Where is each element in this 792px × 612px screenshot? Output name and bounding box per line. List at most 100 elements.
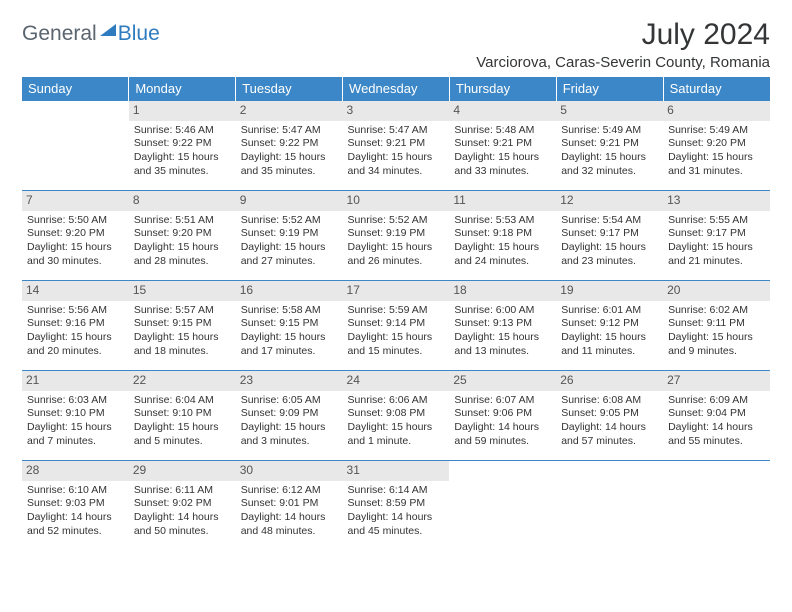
calendar-cell: 7 Sunrise: 5:50 AMSunset: 9:20 PMDaylight… <box>22 191 129 281</box>
logo-text-blue: Blue <box>118 22 160 46</box>
sunrise-text: Sunrise: 6:09 AM <box>668 394 765 408</box>
calendar-cell: 2Sunrise: 5:47 AMSunset: 9:22 PMDaylight… <box>236 101 343 191</box>
day-number: 8 <box>129 191 236 211</box>
day-number: 5 <box>556 101 663 121</box>
weekday-header: Sunday <box>22 77 129 101</box>
day-number: 14 <box>22 281 129 301</box>
calendar-cell: 16Sunrise: 5:58 AMSunset: 9:15 PMDayligh… <box>236 281 343 371</box>
sunset-text: Sunset: 9:20 PM <box>134 227 231 241</box>
day-number: 28 <box>22 461 129 481</box>
calendar-week-row: 7Sunrise: 5:50 AMSunset: 9:20 PMDaylight… <box>22 191 770 281</box>
calendar-cell: 17Sunrise: 5:59 AMSunset: 9:14 PMDayligh… <box>343 281 450 371</box>
sunrise-text: Sunrise: 5:53 AM <box>454 214 551 228</box>
day-number: 12 <box>556 191 663 211</box>
daylight-text: Daylight: 15 hours and 32 minutes. <box>561 151 658 178</box>
sunset-text: Sunset: 9:20 PM <box>27 227 124 241</box>
title-block: July 2024 Varciorova, Caras-Severin Coun… <box>476 18 770 71</box>
sunset-text: Sunset: 9:21 PM <box>561 137 658 151</box>
daylight-text: Daylight: 15 hours and 30 minutes. <box>27 241 124 268</box>
day-number: 20 <box>663 281 770 301</box>
sunrise-text: Sunrise: 6:04 AM <box>134 394 231 408</box>
day-number: 6 <box>663 101 770 121</box>
sunset-text: Sunset: 9:15 PM <box>134 317 231 331</box>
sunset-text: Sunset: 9:10 PM <box>27 407 124 421</box>
day-number: 9 <box>236 191 343 211</box>
daylight-text: Daylight: 15 hours and 7 minutes. <box>27 421 124 448</box>
sunrise-text: Sunrise: 5:51 AM <box>134 214 231 228</box>
day-number: 26 <box>556 371 663 391</box>
day-number: 13 <box>663 191 770 211</box>
sunrise-text: Sunrise: 6:07 AM <box>454 394 551 408</box>
daylight-text: Daylight: 15 hours and 20 minutes. <box>27 331 124 358</box>
daylight-text: Daylight: 14 hours and 45 minutes. <box>348 511 445 538</box>
day-number: 11 <box>449 191 556 211</box>
calendar-header-row: SundayMondayTuesdayWednesdayThursdayFrid… <box>22 77 770 101</box>
weekday-header: Thursday <box>449 77 556 101</box>
day-number: 27 <box>663 371 770 391</box>
daylight-text: Daylight: 15 hours and 17 minutes. <box>241 331 338 358</box>
sunset-text: Sunset: 9:13 PM <box>454 317 551 331</box>
day-number: 3 <box>343 101 450 121</box>
daylight-text: Daylight: 15 hours and 21 minutes. <box>668 241 765 268</box>
day-number: 4 <box>449 101 556 121</box>
calendar-week-row: 21Sunrise: 6:03 AMSunset: 9:10 PMDayligh… <box>22 371 770 461</box>
daylight-text: Daylight: 15 hours and 26 minutes. <box>348 241 445 268</box>
calendar-cell: 28Sunrise: 6:10 AMSunset: 9:03 PMDayligh… <box>22 461 129 551</box>
month-title: July 2024 <box>476 18 770 52</box>
sunset-text: Sunset: 9:15 PM <box>241 317 338 331</box>
calendar-cell-empty <box>22 101 129 191</box>
calendar-table: SundayMondayTuesdayWednesdayThursdayFrid… <box>22 77 770 551</box>
calendar-cell: 30Sunrise: 6:12 AMSunset: 9:01 PMDayligh… <box>236 461 343 551</box>
sunset-text: Sunset: 9:19 PM <box>348 227 445 241</box>
sunrise-text: Sunrise: 5:52 AM <box>348 214 445 228</box>
sunset-text: Sunset: 9:19 PM <box>241 227 338 241</box>
daylight-text: Daylight: 15 hours and 27 minutes. <box>241 241 338 268</box>
day-number: 24 <box>343 371 450 391</box>
daylight-text: Daylight: 15 hours and 18 minutes. <box>134 331 231 358</box>
calendar-cell: 4Sunrise: 5:48 AMSunset: 9:21 PMDaylight… <box>449 101 556 191</box>
sunset-text: Sunset: 9:03 PM <box>27 497 124 511</box>
daylight-text: Daylight: 15 hours and 33 minutes. <box>454 151 551 178</box>
calendar-cell: 22Sunrise: 6:04 AMSunset: 9:10 PMDayligh… <box>129 371 236 461</box>
calendar-week-row: 28Sunrise: 6:10 AMSunset: 9:03 PMDayligh… <box>22 461 770 551</box>
day-number: 16 <box>236 281 343 301</box>
daylight-text: Daylight: 14 hours and 57 minutes. <box>561 421 658 448</box>
daylight-text: Daylight: 15 hours and 31 minutes. <box>668 151 765 178</box>
weekday-header: Monday <box>129 77 236 101</box>
daylight-text: Daylight: 15 hours and 15 minutes. <box>348 331 445 358</box>
sunset-text: Sunset: 9:16 PM <box>27 317 124 331</box>
sunrise-text: Sunrise: 5:49 AM <box>668 124 765 138</box>
day-number: 10 <box>343 191 450 211</box>
weekday-header: Saturday <box>663 77 770 101</box>
daylight-text: Daylight: 14 hours and 48 minutes. <box>241 511 338 538</box>
day-number: 1 <box>129 101 236 121</box>
day-number: 7 <box>22 191 129 211</box>
sunrise-text: Sunrise: 6:11 AM <box>134 484 231 498</box>
calendar-cell-empty <box>556 461 663 551</box>
daylight-text: Daylight: 14 hours and 52 minutes. <box>27 511 124 538</box>
day-number: 21 <box>22 371 129 391</box>
sunset-text: Sunset: 9:06 PM <box>454 407 551 421</box>
calendar-cell: 14Sunrise: 5:56 AMSunset: 9:16 PMDayligh… <box>22 281 129 371</box>
sunrise-text: Sunrise: 5:50 AM <box>27 214 124 228</box>
calendar-cell: 24Sunrise: 6:06 AMSunset: 9:08 PMDayligh… <box>343 371 450 461</box>
sunset-text: Sunset: 8:59 PM <box>348 497 445 511</box>
sunrise-text: Sunrise: 6:12 AM <box>241 484 338 498</box>
sunrise-text: Sunrise: 5:52 AM <box>241 214 338 228</box>
sunrise-text: Sunrise: 6:01 AM <box>561 304 658 318</box>
day-number: 31 <box>343 461 450 481</box>
daylight-text: Daylight: 15 hours and 5 minutes. <box>134 421 231 448</box>
calendar-cell: 8Sunrise: 5:51 AMSunset: 9:20 PMDaylight… <box>129 191 236 281</box>
daylight-text: Daylight: 15 hours and 9 minutes. <box>668 331 765 358</box>
sunset-text: Sunset: 9:14 PM <box>348 317 445 331</box>
calendar-cell: 21Sunrise: 6:03 AMSunset: 9:10 PMDayligh… <box>22 371 129 461</box>
daylight-text: Daylight: 14 hours and 59 minutes. <box>454 421 551 448</box>
sunrise-text: Sunrise: 6:06 AM <box>348 394 445 408</box>
sunset-text: Sunset: 9:22 PM <box>241 137 338 151</box>
daylight-text: Daylight: 14 hours and 55 minutes. <box>668 421 765 448</box>
sunrise-text: Sunrise: 6:00 AM <box>454 304 551 318</box>
day-number: 17 <box>343 281 450 301</box>
logo-text-general: General <box>22 22 97 46</box>
daylight-text: Daylight: 15 hours and 1 minute. <box>348 421 445 448</box>
sunrise-text: Sunrise: 6:08 AM <box>561 394 658 408</box>
